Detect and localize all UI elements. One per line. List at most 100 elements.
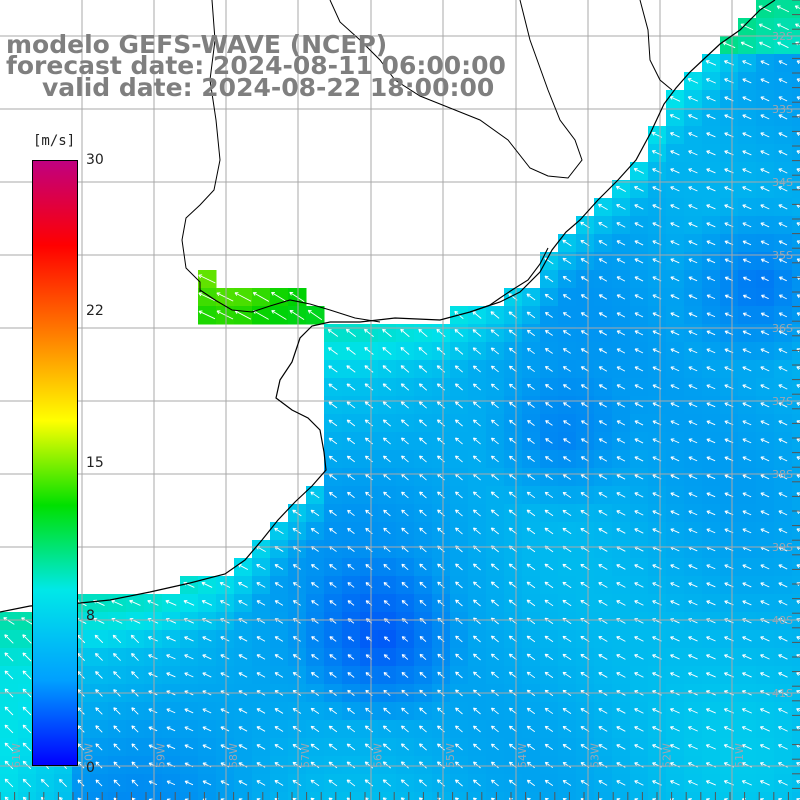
wind-arrow	[778, 312, 788, 318]
wind-arrow	[310, 672, 319, 678]
wind-arrow	[706, 222, 716, 228]
wind-arrow	[598, 762, 608, 768]
wind-arrow	[669, 744, 680, 750]
wind-arrow	[400, 346, 410, 355]
wind-arrow	[687, 96, 698, 102]
wind-arrow	[778, 564, 788, 570]
wind-arrow	[778, 348, 788, 354]
wind-arrow	[706, 384, 716, 390]
wind-arrow	[760, 492, 770, 498]
wind-arrow	[688, 582, 698, 588]
latitude-label: 37S	[772, 395, 793, 408]
wind-arrow	[292, 672, 302, 678]
wind-arrow	[778, 96, 788, 102]
wind-arrow	[544, 366, 553, 372]
wind-cell	[198, 792, 217, 800]
wind-arrow	[670, 222, 680, 228]
wind-arrow	[670, 168, 680, 174]
wind-arrow	[706, 636, 716, 642]
wind-arrow	[688, 456, 698, 462]
wind-arrow	[563, 438, 571, 444]
wind-arrow	[95, 707, 103, 715]
wind-arrow	[616, 744, 626, 750]
wind-arrow	[742, 78, 752, 84]
wind-arrow	[328, 419, 338, 427]
wind-cell	[72, 792, 91, 800]
wind-arrow	[616, 492, 626, 498]
wind-arrow	[778, 780, 788, 786]
wind-arrow	[166, 726, 176, 732]
wind-arrow	[220, 672, 230, 678]
wind-arrow	[688, 240, 698, 246]
wind-arrow	[598, 276, 608, 282]
wind-arrow	[633, 167, 645, 174]
wind-arrow	[634, 708, 644, 714]
wind-arrow	[472, 329, 482, 337]
wind-cell	[792, 540, 800, 559]
wind-cell	[486, 792, 505, 800]
wind-arrow	[310, 491, 320, 499]
wind-arrow	[544, 581, 554, 589]
wind-arrow	[490, 527, 500, 535]
wind-arrow	[778, 60, 788, 66]
wind-arrow	[526, 671, 536, 679]
wind-cell	[792, 54, 800, 73]
wind-arrow	[634, 312, 644, 318]
wind-arrow	[220, 744, 230, 750]
wind-arrow	[688, 384, 698, 390]
wind-arrow	[598, 438, 608, 444]
wind-arrow	[562, 239, 572, 247]
wind-arrow	[400, 401, 410, 409]
wind-arrow	[526, 329, 535, 337]
wind-arrow	[184, 708, 194, 714]
wind-arrow	[346, 743, 356, 751]
wind-arrow	[758, 5, 772, 13]
wind-arrow	[562, 761, 572, 768]
wind-arrow	[760, 96, 770, 102]
wind-arrow	[329, 636, 337, 642]
wind-arrow	[670, 636, 680, 642]
wind-arrow	[382, 365, 392, 373]
wind-arrow	[706, 456, 716, 462]
wind-arrow	[130, 634, 140, 644]
wind-arrow	[742, 204, 752, 210]
wind-arrow	[4, 742, 14, 752]
longitude-label: 61W	[10, 743, 23, 768]
wind-cell	[324, 792, 343, 800]
wind-arrow	[598, 420, 607, 426]
wind-arrow	[364, 743, 374, 751]
wind-arrow	[706, 474, 716, 480]
wind-arrow	[778, 708, 788, 714]
wind-cell	[792, 558, 800, 577]
wind-arrow	[742, 294, 751, 300]
wind-arrow	[742, 438, 752, 444]
wind-arrow	[508, 383, 517, 391]
wind-arrow	[544, 725, 554, 733]
wind-arrow	[310, 564, 319, 570]
wind-arrow	[401, 491, 409, 499]
wind-cell	[450, 792, 469, 800]
wind-arrow	[688, 330, 698, 336]
wind-arrow	[562, 366, 571, 372]
wind-cell	[234, 792, 253, 800]
wind-arrow	[778, 456, 788, 462]
wind-arrow	[148, 726, 158, 732]
wind-cell	[522, 792, 541, 800]
wind-arrow	[742, 492, 752, 498]
wind-arrow	[670, 330, 680, 336]
wind-arrow	[545, 438, 553, 444]
wind-cell	[792, 324, 800, 343]
wind-arrow	[742, 330, 752, 336]
wind-arrow	[598, 330, 608, 336]
wind-arrow	[383, 582, 391, 588]
wind-arrow	[418, 761, 427, 769]
wind-arrow	[202, 636, 212, 642]
wind-arrow	[454, 779, 463, 787]
wind-cell	[792, 522, 800, 541]
wind-arrow	[634, 366, 644, 372]
wind-arrow	[670, 600, 680, 606]
wind-cell	[792, 270, 800, 289]
wind-arrow	[329, 509, 337, 516]
wind-arrow	[544, 761, 554, 769]
